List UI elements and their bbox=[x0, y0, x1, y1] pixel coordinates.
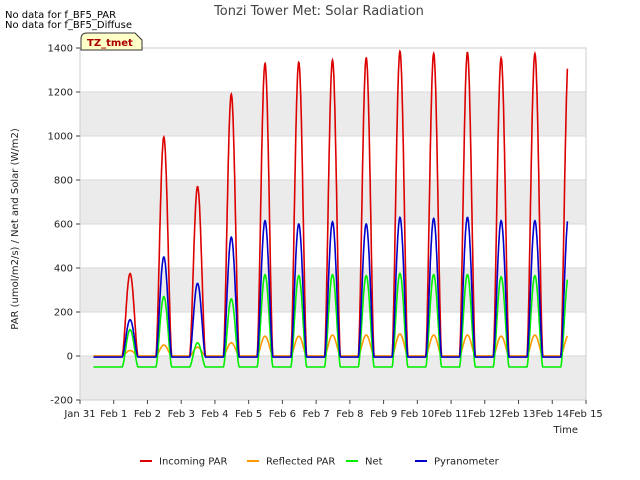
x-tick-label: Feb 13 bbox=[502, 409, 536, 420]
y-axis: -200 0 200 400 600 800 1000 1200 1400 bbox=[48, 44, 80, 407]
y-tick-label: 0 bbox=[67, 352, 73, 363]
site-label: TZ_tmet bbox=[87, 38, 133, 49]
no-data-note-2: No data for f_BF5_Diffuse bbox=[5, 20, 132, 31]
y-tick-label: 600 bbox=[54, 220, 73, 231]
no-data-note-1: No data for f_BF5_PAR bbox=[5, 10, 116, 21]
legend-label: Reflected PAR bbox=[266, 457, 335, 468]
x-tick-label: Feb 6 bbox=[269, 409, 296, 420]
x-axis-label: Time bbox=[553, 425, 578, 436]
legend-label: Pyranometer bbox=[434, 457, 500, 468]
chart-title: Tonzi Tower Met: Solar Radiation bbox=[213, 4, 424, 19]
background-bands bbox=[80, 92, 586, 400]
y-tick-label: -200 bbox=[50, 396, 73, 407]
x-tick-label: Feb 4 bbox=[201, 409, 228, 420]
y-tick-label: 1400 bbox=[48, 44, 73, 55]
x-tick-label: Feb 14 bbox=[535, 409, 569, 420]
y-tick-label: 800 bbox=[54, 176, 73, 187]
x-tick-label: Feb 8 bbox=[336, 409, 363, 420]
x-tick-label: Feb 15 bbox=[569, 409, 603, 420]
x-tick-label: Feb 1 bbox=[100, 409, 127, 420]
site-label-badge: TZ_tmet bbox=[80, 32, 143, 51]
series-line bbox=[93, 216, 569, 358]
x-tick-label: Feb 10 bbox=[401, 409, 435, 420]
series-layer bbox=[93, 49, 569, 368]
legend: Incoming PAR Reflected PAR Net Pyranometer bbox=[140, 457, 500, 468]
series-line bbox=[93, 272, 569, 368]
y-tick-label: 400 bbox=[54, 264, 73, 275]
background-band bbox=[80, 356, 586, 400]
x-tick-label: Feb 9 bbox=[370, 409, 397, 420]
x-tick-label: Jan 31 bbox=[63, 409, 95, 420]
y-tick-label: 1000 bbox=[48, 132, 73, 143]
background-band bbox=[80, 92, 586, 136]
y-tick-label: 200 bbox=[54, 308, 73, 319]
x-tick-label: Feb 2 bbox=[134, 409, 161, 420]
series-line bbox=[93, 333, 569, 357]
x-tick-label: Feb 7 bbox=[303, 409, 330, 420]
x-tick-label: Feb 11 bbox=[434, 409, 468, 420]
x-axis: Jan 31 Feb 1 Feb 2 Feb 3 Feb 4 Feb 5 Feb 6 Feb … bbox=[63, 400, 603, 420]
x-tick-label: Feb 12 bbox=[468, 409, 502, 420]
background-band bbox=[80, 180, 586, 224]
y-tick-label: 1200 bbox=[48, 88, 73, 99]
plot-area bbox=[79, 47, 587, 401]
x-tick-label: Feb 5 bbox=[235, 409, 262, 420]
y-axis-label: PAR (umol/m2/s) / Net and Solar (W/m2) bbox=[10, 128, 21, 330]
x-tick-label: Feb 3 bbox=[168, 409, 195, 420]
legend-label: Net bbox=[365, 457, 383, 468]
legend-label: Incoming PAR bbox=[159, 457, 228, 468]
